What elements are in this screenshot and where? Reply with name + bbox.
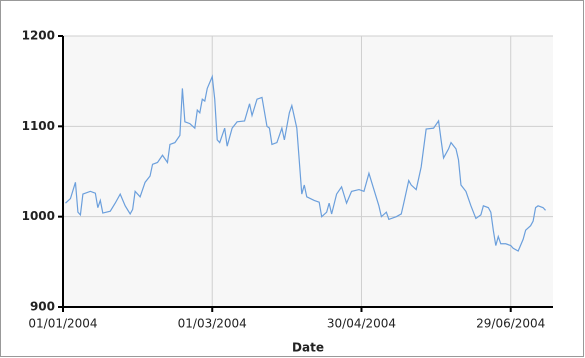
y-tick-label: 1000 [22,209,55,223]
y-tick-label: 900 [30,300,55,314]
plot-area [63,36,553,307]
line-series [65,74,546,252]
x-axis-label: Date [292,341,324,355]
x-tick-label: 30/04/2004 [327,317,396,331]
x-tick-label: 01/03/2004 [178,317,247,331]
x-tick-label: 01/01/2004 [28,317,97,331]
x-tick-label: 29/06/2004 [476,317,545,331]
y-tick-label: 1200 [22,29,55,43]
y-tick-label: 1100 [22,119,55,133]
